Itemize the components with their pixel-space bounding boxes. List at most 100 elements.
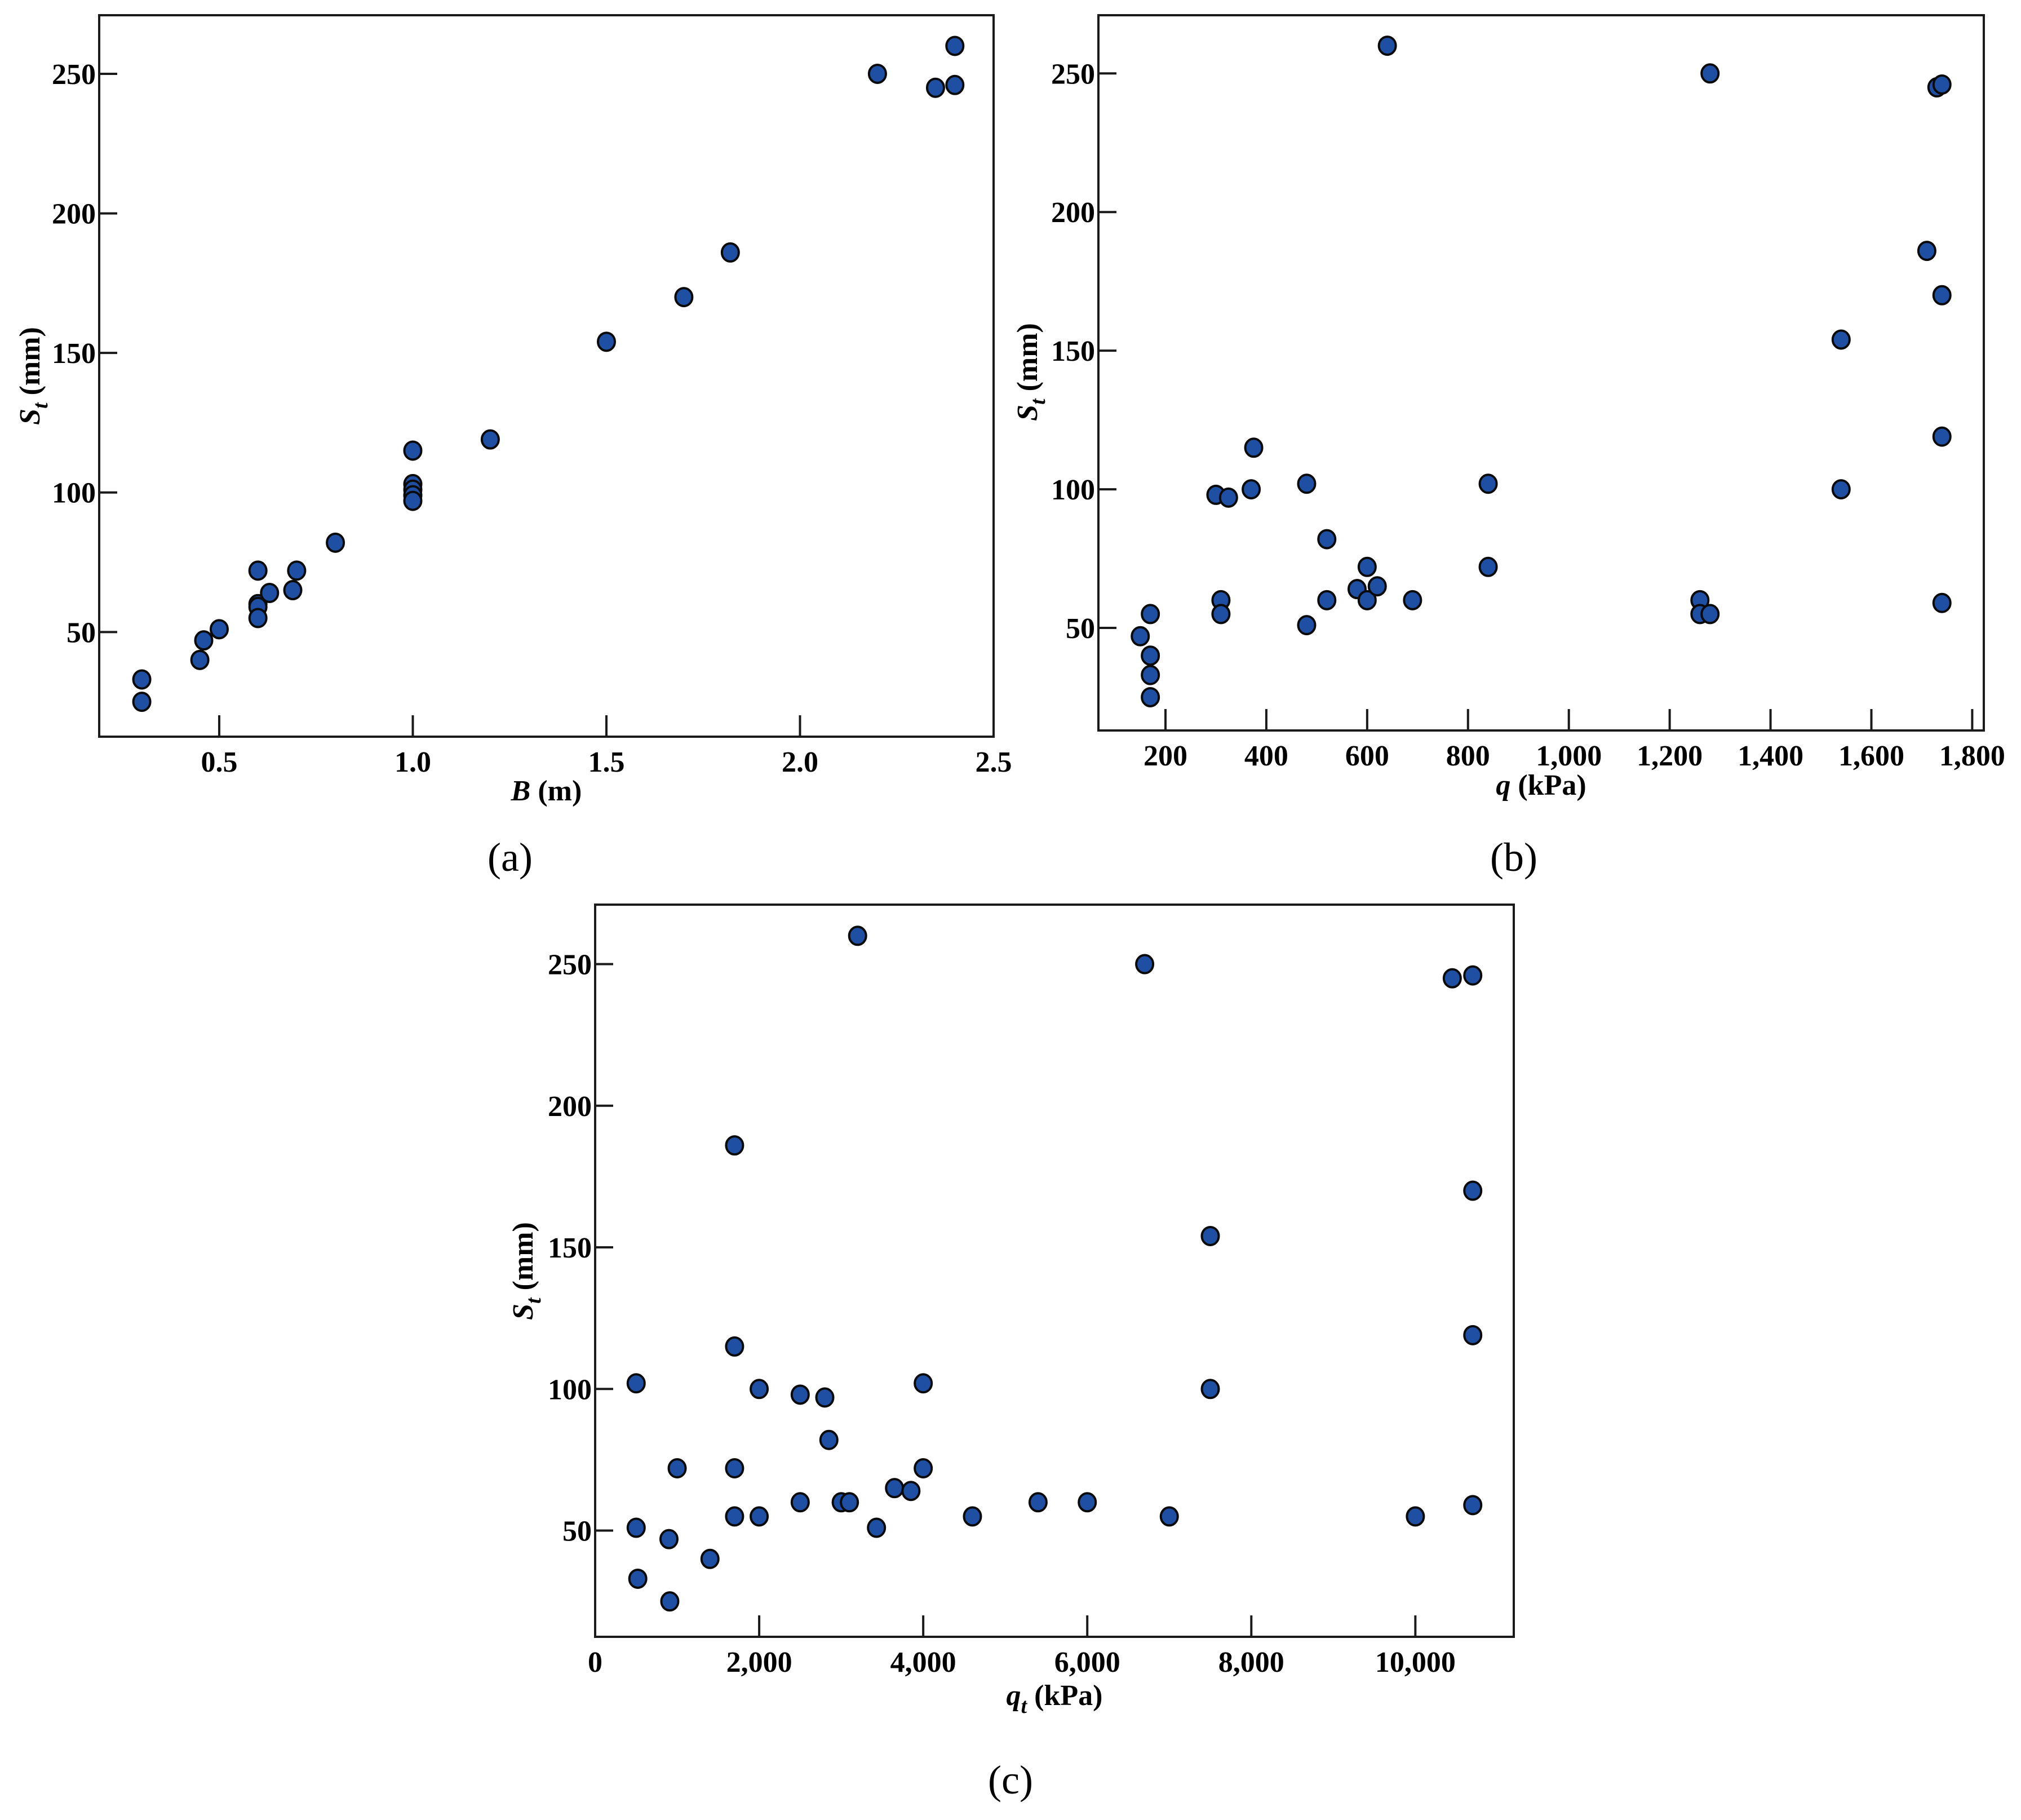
data-point xyxy=(132,692,152,712)
panel-label-b: (b) xyxy=(1490,835,1537,880)
y-tick-label: 150 xyxy=(1051,335,1095,367)
data-point xyxy=(1403,590,1422,610)
plot-frame xyxy=(594,904,1515,1638)
x-axis-label: B (m) xyxy=(511,775,582,807)
data-point xyxy=(1478,473,1498,494)
data-point xyxy=(1463,1495,1483,1516)
y-tick-label: 50 xyxy=(562,1516,592,1548)
data-point xyxy=(1406,1506,1425,1527)
plot-frame xyxy=(98,14,995,738)
data-point xyxy=(660,1591,680,1612)
data-point xyxy=(287,560,307,581)
data-point xyxy=(819,1429,839,1450)
data-point xyxy=(945,74,965,95)
data-point xyxy=(725,1336,744,1357)
x-tick-label: 8,000 xyxy=(1218,1646,1284,1679)
data-point xyxy=(1700,63,1720,84)
data-point xyxy=(1463,1180,1483,1201)
data-point xyxy=(1200,1379,1220,1400)
data-point xyxy=(1141,604,1160,625)
data-point xyxy=(190,649,210,670)
data-point xyxy=(1831,329,1851,350)
data-point xyxy=(248,560,268,581)
data-point xyxy=(840,1492,859,1513)
x-tick-label: 1,800 xyxy=(1939,740,2005,772)
data-point xyxy=(963,1506,982,1527)
data-point xyxy=(1141,645,1160,666)
x-tick-label: 0 xyxy=(588,1646,602,1679)
data-point xyxy=(260,582,280,603)
x-tick-label: 1.0 xyxy=(395,746,431,778)
panel-a-scatter-plot: 50 100 150 200 250 0.5 1.0 1.5 2.0 2.5 B (m) St (mm… xyxy=(14,14,1012,807)
data-point xyxy=(1200,1225,1220,1246)
data-point xyxy=(1028,1492,1048,1513)
data-point xyxy=(283,580,303,601)
x-axis-symbol: q xyxy=(1007,1680,1021,1712)
data-point xyxy=(674,287,694,308)
panel-label-a: (a) xyxy=(487,835,533,880)
data-point xyxy=(1317,529,1337,550)
data-point xyxy=(1297,473,1317,494)
data-point xyxy=(1367,576,1387,597)
data-point xyxy=(403,440,423,461)
y-tick-label: 100 xyxy=(52,477,96,510)
x-axis-symbol: B xyxy=(511,775,531,807)
x-tick-label: 2.5 xyxy=(976,746,1012,778)
data-point xyxy=(1831,479,1851,500)
data-point xyxy=(1932,592,1952,613)
x-tick-label: 1,200 xyxy=(1637,740,1703,772)
data-point xyxy=(403,490,423,511)
data-point xyxy=(867,1517,887,1538)
data-point xyxy=(1297,615,1317,636)
x-tick-label: 2,000 xyxy=(726,1646,792,1679)
data-point xyxy=(194,630,214,651)
data-point xyxy=(815,1387,835,1408)
data-point xyxy=(700,1548,720,1569)
data-point xyxy=(901,1481,921,1502)
data-point xyxy=(1932,426,1952,447)
x-tick-label: 400 xyxy=(1244,740,1288,772)
y-tick-label: 250 xyxy=(1051,58,1095,90)
data-point xyxy=(1478,556,1498,577)
data-point xyxy=(626,1517,646,1538)
y-tick-label: 50 xyxy=(67,617,96,649)
data-point xyxy=(209,619,229,640)
plot-frame xyxy=(1097,14,1985,732)
x-tick-label: 1.5 xyxy=(588,746,624,778)
data-point xyxy=(1932,74,1952,95)
data-point xyxy=(1211,604,1231,625)
data-point xyxy=(326,532,345,553)
data-point xyxy=(945,36,965,56)
data-point xyxy=(1357,590,1377,610)
panel-b-scatter-plot: 50 100 150 200 250 200 400 600 800 1,000 1,200 1,40… xyxy=(1012,14,2005,801)
x-axis-subscript: t xyxy=(1021,1694,1028,1718)
data-point xyxy=(1131,626,1150,646)
y-axis-unit: (mm) xyxy=(507,1222,539,1298)
data-point xyxy=(867,63,887,84)
data-point xyxy=(1218,487,1238,508)
data-point xyxy=(1141,687,1160,707)
data-point xyxy=(667,1458,687,1479)
data-point xyxy=(725,1135,744,1156)
x-tick-label: 200 xyxy=(1144,740,1187,772)
y-tick-label: 50 xyxy=(1066,613,1095,645)
y-tick-label: 200 xyxy=(548,1091,592,1123)
data-point xyxy=(790,1384,810,1405)
y-axis-subscript: t xyxy=(522,1297,546,1304)
data-point xyxy=(132,669,152,690)
panel-label-c: (c) xyxy=(988,1757,1033,1803)
data-point xyxy=(720,242,740,263)
data-point xyxy=(1135,954,1155,975)
data-point xyxy=(1317,590,1337,610)
data-point xyxy=(750,1506,769,1527)
x-axis-symbol: q xyxy=(1496,769,1510,801)
y-axis-subscript: t xyxy=(1026,398,1050,405)
x-axis-unit: (kPa) xyxy=(1510,769,1586,801)
data-point xyxy=(628,1568,648,1589)
data-point xyxy=(480,429,500,450)
data-point xyxy=(1357,556,1377,577)
x-tick-label: 0.5 xyxy=(201,746,237,778)
x-axis-unit: (kPa) xyxy=(1027,1680,1102,1712)
